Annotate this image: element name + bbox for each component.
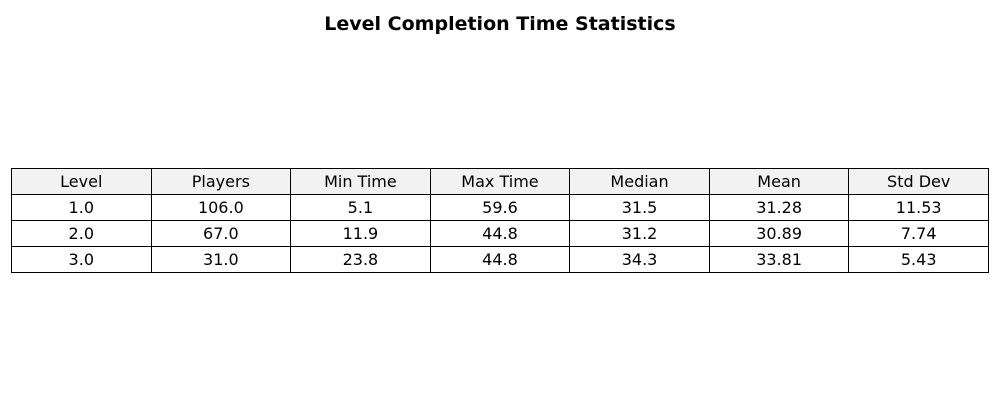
table-cell-min-time: 5.1 bbox=[290, 194, 431, 221]
table-cell-mean: 33.81 bbox=[708, 246, 850, 273]
table-cell-max-time: 44.8 bbox=[429, 220, 571, 247]
table-cell-min-time: 23.8 bbox=[290, 246, 431, 273]
table-row: 3.0 31.0 23.8 44.8 34.3 33.81 5.43 bbox=[11, 246, 989, 273]
table-cell-max-time: 44.8 bbox=[429, 246, 571, 273]
column-header-median: Median bbox=[569, 168, 710, 195]
table-cell-median: 34.3 bbox=[569, 246, 710, 273]
header-row: Level Players Min Time Max Time Median Mean St… bbox=[11, 168, 989, 195]
column-header-std-dev: Std Dev bbox=[848, 168, 989, 195]
column-header-level: Level bbox=[11, 168, 152, 195]
chart-title: Level Completion Time Statistics bbox=[324, 13, 676, 35]
table-row: 1.0 106.0 5.1 59.6 31.5 31.28 11.53 bbox=[11, 194, 989, 221]
level-stats-table: Level Players Min Time Max Time Median Mean St… bbox=[11, 168, 989, 273]
table-cell-level: 2.0 bbox=[11, 220, 152, 247]
table-cell-median: 31.5 bbox=[569, 194, 710, 221]
table-body: 1.0 106.0 5.1 59.6 31.5 31.28 11.53 2.0 67.0 11.9… bbox=[11, 194, 989, 273]
table-cell-players: 106.0 bbox=[150, 194, 292, 221]
table-cell-std-dev: 5.43 bbox=[848, 246, 989, 273]
column-header-players: Players bbox=[150, 168, 292, 195]
column-header-min-time: Min Time bbox=[290, 168, 431, 195]
table-cell-max-time: 59.6 bbox=[429, 194, 571, 221]
column-header-max-time: Max Time bbox=[429, 168, 571, 195]
table-cell-players: 67.0 bbox=[150, 220, 292, 247]
table-cell-std-dev: 7.74 bbox=[848, 220, 989, 247]
table-cell-min-time: 11.9 bbox=[290, 220, 431, 247]
column-header-mean: Mean bbox=[708, 168, 850, 195]
table-cell-mean: 31.28 bbox=[708, 194, 850, 221]
table-cell-median: 31.2 bbox=[569, 220, 710, 247]
table-row: 2.0 67.0 11.9 44.8 31.2 30.89 7.74 bbox=[11, 220, 989, 247]
table-cell-level: 1.0 bbox=[11, 194, 152, 221]
table-header: Level Players Min Time Max Time Median Mean St… bbox=[11, 168, 989, 195]
table-cell-std-dev: 11.53 bbox=[848, 194, 989, 221]
table-cell-players: 31.0 bbox=[150, 246, 292, 273]
table-cell-level: 3.0 bbox=[11, 246, 152, 273]
table-cell-mean: 30.89 bbox=[708, 220, 850, 247]
